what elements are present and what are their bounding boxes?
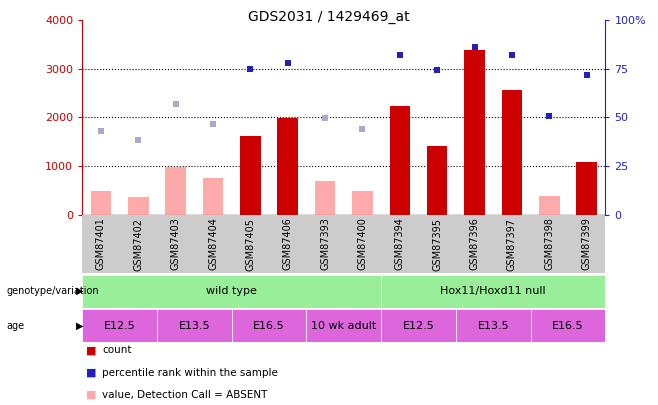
- Text: ▶: ▶: [76, 286, 84, 296]
- Bar: [381, 275, 605, 308]
- Text: GSM87400: GSM87400: [357, 217, 367, 271]
- Text: E13.5: E13.5: [478, 321, 509, 330]
- Text: genotype/variation: genotype/variation: [7, 286, 99, 296]
- Text: GSM87401: GSM87401: [96, 217, 106, 271]
- Text: ■: ■: [86, 390, 96, 400]
- Text: GSM87396: GSM87396: [470, 217, 480, 271]
- Text: ▶: ▶: [76, 321, 84, 330]
- Bar: [91, 191, 111, 215]
- Bar: [539, 196, 559, 215]
- Text: GSM87397: GSM87397: [507, 217, 517, 271]
- Text: GSM87403: GSM87403: [170, 217, 181, 271]
- Bar: [465, 50, 485, 215]
- Text: GSM87398: GSM87398: [544, 217, 554, 271]
- Text: GSM87402: GSM87402: [134, 217, 143, 271]
- Text: E16.5: E16.5: [253, 321, 285, 330]
- Bar: [501, 90, 522, 215]
- Bar: [165, 167, 186, 215]
- Bar: [307, 309, 381, 342]
- Bar: [381, 309, 456, 342]
- Bar: [82, 309, 157, 342]
- Bar: [203, 178, 223, 215]
- Text: E12.5: E12.5: [104, 321, 136, 330]
- Text: GSM87406: GSM87406: [283, 217, 293, 271]
- Bar: [232, 309, 307, 342]
- Text: GSM87399: GSM87399: [582, 217, 592, 271]
- Bar: [352, 191, 373, 215]
- Text: GSM87394: GSM87394: [395, 217, 405, 271]
- Text: GSM87395: GSM87395: [432, 217, 442, 271]
- Text: age: age: [7, 321, 25, 330]
- Bar: [427, 146, 447, 215]
- Text: GSM87405: GSM87405: [245, 217, 255, 271]
- Text: 10 wk adult: 10 wk adult: [311, 321, 376, 330]
- Bar: [240, 136, 261, 215]
- Bar: [82, 275, 381, 308]
- Text: GSM87404: GSM87404: [208, 217, 218, 271]
- Bar: [456, 309, 530, 342]
- Bar: [315, 181, 336, 215]
- Text: GDS2031 / 1429469_at: GDS2031 / 1429469_at: [248, 10, 410, 24]
- Text: ■: ■: [86, 368, 96, 377]
- Text: Hox11/Hoxd11 null: Hox11/Hoxd11 null: [440, 286, 546, 296]
- Bar: [157, 309, 232, 342]
- Bar: [128, 197, 149, 215]
- Text: wild type: wild type: [206, 286, 257, 296]
- Bar: [576, 162, 597, 215]
- Text: E12.5: E12.5: [403, 321, 434, 330]
- Text: count: count: [102, 345, 132, 355]
- Text: ■: ■: [86, 345, 96, 355]
- Text: GSM87393: GSM87393: [320, 217, 330, 271]
- Text: value, Detection Call = ABSENT: value, Detection Call = ABSENT: [102, 390, 267, 400]
- Bar: [390, 106, 410, 215]
- Text: E16.5: E16.5: [552, 321, 584, 330]
- Bar: [278, 118, 298, 215]
- Text: E13.5: E13.5: [178, 321, 210, 330]
- Text: percentile rank within the sample: percentile rank within the sample: [102, 368, 278, 377]
- Bar: [530, 309, 605, 342]
